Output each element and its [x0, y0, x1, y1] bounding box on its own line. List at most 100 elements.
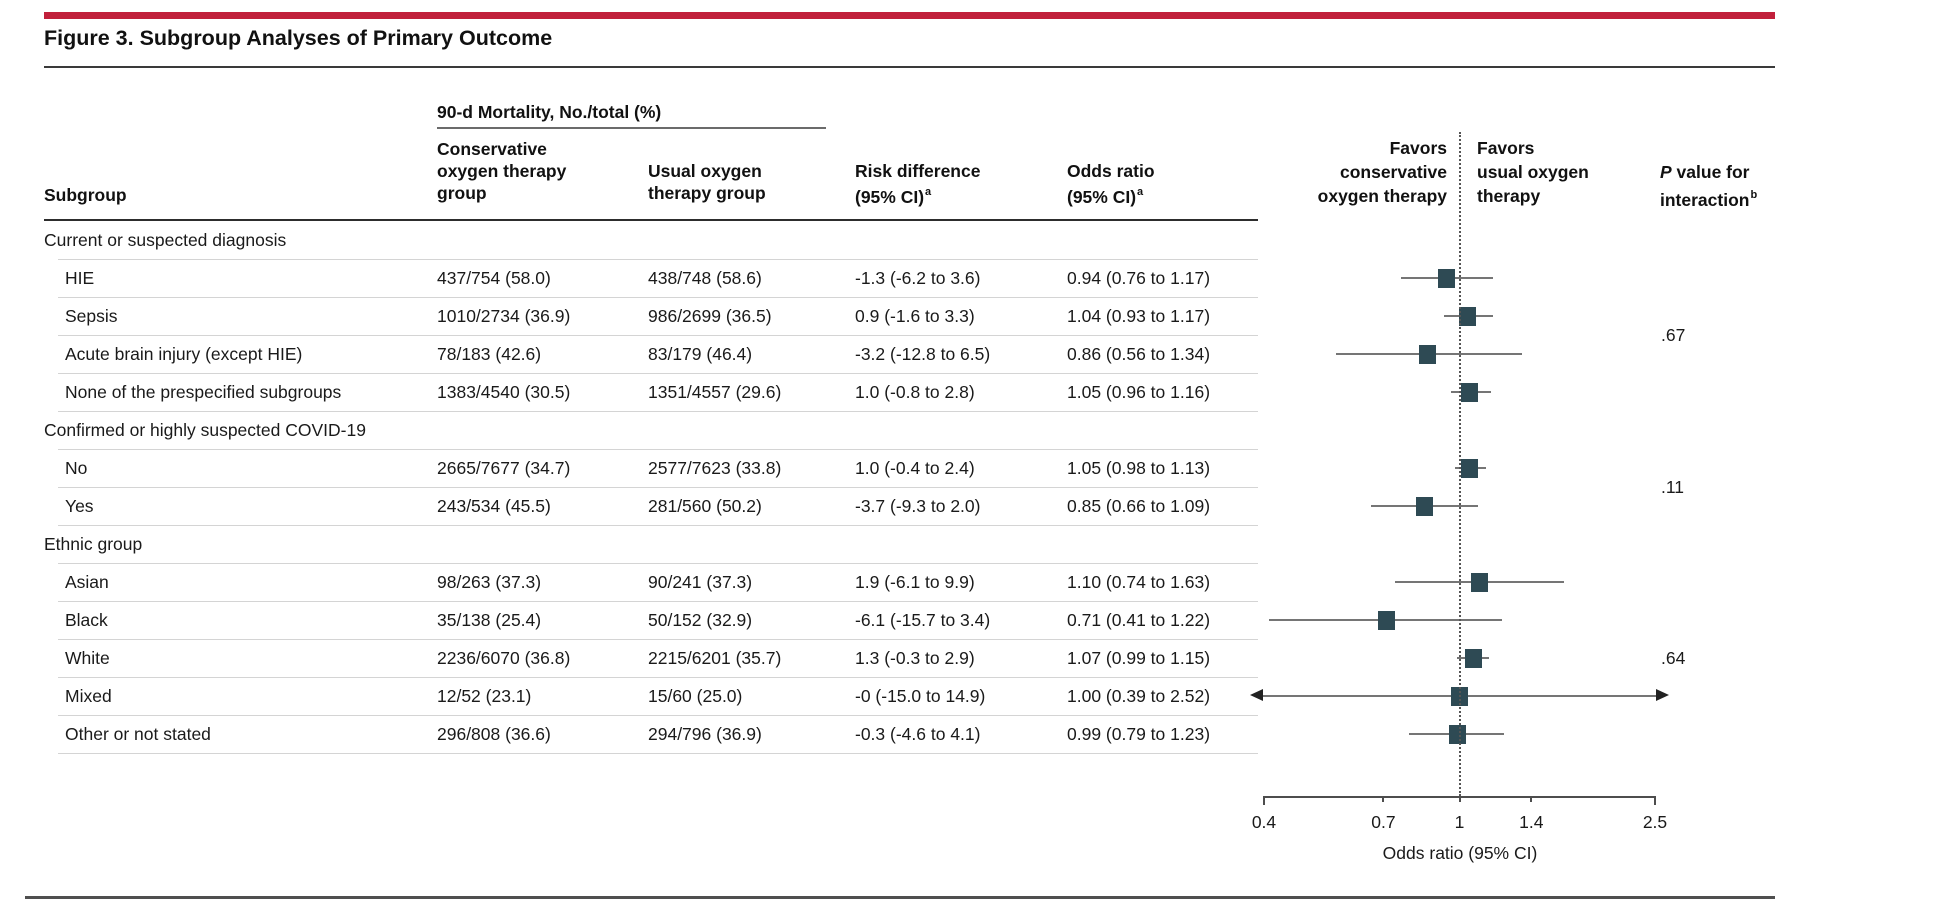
x-axis-tick-label: 1 [1454, 812, 1465, 832]
cell-conservative: 1383/4540 (30.5) [437, 382, 571, 402]
cell-usual: 50/152 (32.9) [648, 610, 753, 630]
forest-marker [1471, 572, 1489, 592]
forest-marker [1377, 610, 1395, 630]
row-separator [58, 487, 1258, 488]
cell-subgroup: Yes [65, 496, 94, 516]
row-separator [58, 715, 1258, 716]
column-header-conservative: Conservative oxygen therapy group [437, 139, 567, 203]
table-section-header: Ethnic group [44, 534, 143, 554]
cell-conservative: 243/534 (45.5) [437, 496, 551, 516]
header-rule [44, 219, 1258, 221]
cell-usual: 15/60 (25.0) [648, 686, 743, 706]
cell-conservative: 2665/7677 (34.7) [437, 458, 571, 478]
p-value: .64 [1661, 648, 1686, 668]
reference-line [1459, 132, 1461, 796]
cell-conservative: 35/138 (25.4) [437, 610, 542, 630]
cell-odds-ratio: 1.05 (0.98 to 1.13) [1067, 458, 1211, 478]
x-axis-tick-label: 2.5 [1642, 812, 1668, 832]
row-separator [58, 563, 1258, 564]
figure-title: Figure 3. Subgroup Analyses of Primary O… [44, 26, 553, 50]
forest-marker [1461, 382, 1479, 402]
cell-conservative: 12/52 (23.1) [437, 686, 532, 706]
column-header-risk-difference: Risk difference (95% CI)a [855, 161, 981, 207]
spanner-header: 90-d Mortality, No./total (%) [437, 102, 662, 122]
cell-subgroup: Black [65, 610, 108, 630]
cell-risk-difference: 1.3 (-0.3 to 2.9) [855, 648, 975, 668]
row-separator [58, 525, 1258, 526]
cell-risk-difference: -0.3 (-4.6 to 4.1) [855, 724, 981, 744]
cell-risk-difference: -1.3 (-6.2 to 3.6) [855, 268, 981, 288]
cell-subgroup: No [65, 458, 88, 478]
accent-bar [44, 12, 1775, 19]
row-separator [58, 601, 1258, 602]
row-separator [58, 449, 1258, 450]
column-header-odds-ratio: Odds ratio (95% CI)a [1067, 161, 1155, 207]
row-separator [58, 259, 1258, 260]
x-axis-tick-label: 0.4 [1251, 812, 1277, 832]
cell-odds-ratio: 1.04 (0.93 to 1.17) [1067, 306, 1211, 326]
footnote-b-marker: b [1750, 189, 1758, 201]
cell-usual: 281/560 (50.2) [648, 496, 762, 516]
x-axis-tick [1458, 796, 1461, 802]
ci-arrow-left-icon [1250, 689, 1263, 701]
row-separator [58, 297, 1258, 298]
cell-odds-ratio: 0.85 (0.66 to 1.09) [1067, 496, 1211, 516]
cell-risk-difference: -3.7 (-9.3 to 2.0) [855, 496, 981, 516]
cell-usual: 294/796 (36.9) [648, 724, 762, 744]
cell-conservative: 1010/2734 (36.9) [437, 306, 571, 326]
x-axis-title: Odds ratio (95% CI) [1382, 843, 1538, 863]
ci-arrow-right-icon [1656, 689, 1669, 701]
forest-marker [1418, 344, 1436, 364]
forest-marker [1459, 306, 1477, 326]
favors-conservative-label: Favors conservative oxygen therapy [1317, 138, 1447, 206]
cell-odds-ratio: 1.05 (0.96 to 1.16) [1067, 382, 1211, 402]
footnote-a-marker: a [925, 186, 932, 198]
cell-conservative: 78/183 (42.6) [437, 344, 542, 364]
cell-usual: 83/179 (46.4) [648, 344, 753, 364]
x-axis-tick [1263, 796, 1265, 805]
favors-usual-label: Favors usual oxygen therapy [1477, 138, 1589, 206]
cell-conservative: 296/808 (36.6) [437, 724, 551, 744]
row-separator [58, 335, 1258, 336]
column-header-usual: Usual oxygen therapy group [648, 161, 766, 203]
cell-subgroup: HIE [65, 268, 95, 288]
cell-conservative: 2236/6070 (36.8) [437, 648, 571, 668]
cell-odds-ratio: 1.07 (0.99 to 1.15) [1067, 648, 1211, 668]
cell-risk-difference: 1.9 (-6.1 to 9.9) [855, 572, 975, 592]
cell-risk-difference: -6.1 (-15.7 to 3.4) [855, 610, 991, 630]
forest-marker [1461, 458, 1479, 478]
table-section-header: Current or suspected diagnosis [44, 230, 287, 250]
forest-marker [1465, 648, 1483, 668]
cell-usual: 2215/6201 (35.7) [648, 648, 782, 668]
cell-subgroup: Asian [65, 572, 109, 592]
cell-odds-ratio: 0.99 (0.79 to 1.23) [1067, 724, 1211, 744]
forest-marker [1437, 268, 1455, 288]
row-separator [58, 677, 1258, 678]
cell-risk-difference: -3.2 (-12.8 to 6.5) [855, 344, 991, 364]
cell-subgroup: Other or not stated [65, 724, 211, 744]
forest-marker [1448, 724, 1466, 744]
cell-odds-ratio: 1.00 (0.39 to 2.52) [1067, 686, 1211, 706]
forest-marker [1416, 496, 1434, 516]
cell-odds-ratio: 0.94 (0.76 to 1.17) [1067, 268, 1211, 288]
cell-risk-difference: 0.9 (-1.6 to 3.3) [855, 306, 975, 326]
column-header-p-value: P value for interactionb [1660, 162, 1758, 210]
cell-conservative: 437/754 (58.0) [437, 268, 551, 288]
row-separator [58, 639, 1258, 640]
cell-risk-difference: -0 (-15.0 to 14.9) [855, 686, 986, 706]
cell-conservative: 98/263 (37.3) [437, 572, 542, 592]
cell-subgroup: Acute brain injury (except HIE) [65, 344, 303, 364]
cell-subgroup: Sepsis [65, 306, 118, 326]
cell-odds-ratio: 0.86 (0.56 to 1.34) [1067, 344, 1211, 364]
title-rule [44, 66, 1775, 68]
cell-subgroup: White [65, 648, 110, 668]
cell-odds-ratio: 1.10 (0.74 to 1.63) [1067, 572, 1211, 592]
p-value: .67 [1661, 325, 1686, 345]
x-axis-tick [1654, 796, 1656, 805]
column-header-subgroup: Subgroup [44, 185, 127, 205]
cell-usual: 2577/7623 (33.8) [648, 458, 782, 478]
cell-subgroup: Mixed [65, 686, 112, 706]
row-separator [58, 411, 1258, 412]
